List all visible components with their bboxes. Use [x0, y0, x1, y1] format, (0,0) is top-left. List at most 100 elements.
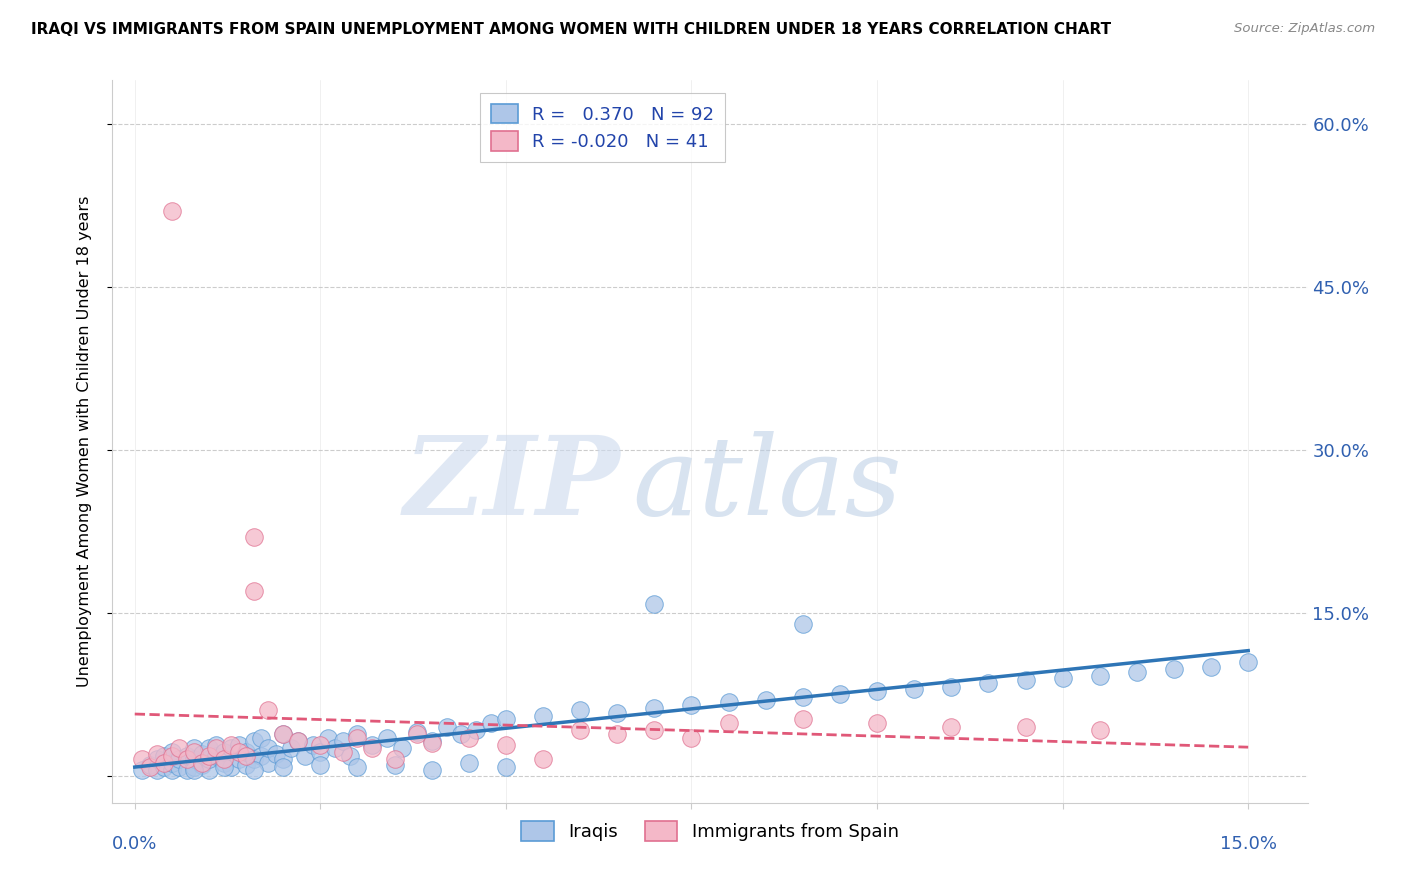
Y-axis label: Unemployment Among Women with Children Under 18 years: Unemployment Among Women with Children U… — [77, 196, 91, 687]
Point — [792, 712, 814, 726]
Point — [332, 734, 354, 748]
Point — [420, 734, 443, 748]
Point — [457, 731, 479, 745]
Point — [977, 676, 1000, 690]
Point — [160, 749, 183, 764]
Point — [190, 756, 212, 770]
Point — [219, 738, 242, 752]
Point — [183, 763, 205, 777]
Point — [792, 616, 814, 631]
Point — [138, 760, 160, 774]
Point — [405, 725, 427, 739]
Point — [903, 681, 925, 696]
Point — [198, 752, 221, 766]
Point — [1014, 720, 1036, 734]
Point — [250, 749, 273, 764]
Point — [391, 741, 413, 756]
Point — [643, 701, 665, 715]
Point — [212, 752, 235, 766]
Point — [146, 763, 169, 777]
Point — [242, 752, 264, 766]
Point — [606, 706, 628, 720]
Point — [465, 723, 488, 737]
Point — [242, 763, 264, 777]
Point — [1052, 671, 1074, 685]
Text: ZIP: ZIP — [404, 431, 620, 539]
Point — [681, 698, 703, 712]
Point — [866, 716, 889, 731]
Point — [257, 741, 280, 756]
Point — [309, 757, 332, 772]
Point — [228, 738, 250, 752]
Point — [146, 752, 169, 766]
Point — [153, 749, 176, 764]
Point — [495, 760, 517, 774]
Point — [280, 741, 302, 756]
Point — [235, 749, 257, 764]
Point — [294, 749, 316, 764]
Point — [235, 745, 257, 759]
Point — [242, 583, 264, 598]
Point — [257, 703, 280, 717]
Point — [271, 727, 294, 741]
Point — [212, 760, 235, 774]
Point — [717, 695, 740, 709]
Point — [457, 756, 479, 770]
Point — [1163, 662, 1185, 676]
Point — [235, 757, 257, 772]
Text: atlas: atlas — [633, 431, 903, 539]
Point — [346, 760, 368, 774]
Point — [643, 597, 665, 611]
Point — [228, 745, 250, 759]
Text: Source: ZipAtlas.com: Source: ZipAtlas.com — [1234, 22, 1375, 36]
Point — [131, 763, 153, 777]
Point — [242, 734, 264, 748]
Point — [250, 731, 273, 745]
Point — [212, 745, 235, 759]
Point — [346, 727, 368, 741]
Point — [219, 760, 242, 774]
Point — [384, 757, 406, 772]
Point — [271, 752, 294, 766]
Point — [190, 757, 212, 772]
Point — [212, 756, 235, 770]
Point — [361, 738, 384, 752]
Point — [375, 731, 398, 745]
Point — [131, 752, 153, 766]
Point — [219, 741, 242, 756]
Point — [169, 741, 191, 756]
Point — [316, 731, 339, 745]
Point — [146, 747, 169, 761]
Point — [205, 741, 228, 756]
Point — [302, 738, 325, 752]
Point — [176, 752, 198, 766]
Point — [160, 756, 183, 770]
Point — [569, 703, 592, 717]
Point — [755, 692, 778, 706]
Point — [450, 727, 472, 741]
Point — [643, 723, 665, 737]
Point — [228, 752, 250, 766]
Point — [531, 752, 554, 766]
Point — [1088, 668, 1111, 682]
Point — [190, 747, 212, 761]
Point — [169, 752, 191, 766]
Point — [183, 760, 205, 774]
Point — [495, 712, 517, 726]
Point — [941, 680, 963, 694]
Point — [405, 727, 427, 741]
Point — [183, 752, 205, 766]
Point — [271, 760, 294, 774]
Point — [176, 763, 198, 777]
Point — [160, 745, 183, 759]
Text: 15.0%: 15.0% — [1219, 835, 1277, 854]
Point — [792, 690, 814, 705]
Point — [205, 749, 228, 764]
Point — [205, 738, 228, 752]
Point — [361, 741, 384, 756]
Point — [169, 760, 191, 774]
Point — [271, 727, 294, 741]
Point — [479, 716, 502, 731]
Point — [309, 745, 332, 759]
Point — [160, 763, 183, 777]
